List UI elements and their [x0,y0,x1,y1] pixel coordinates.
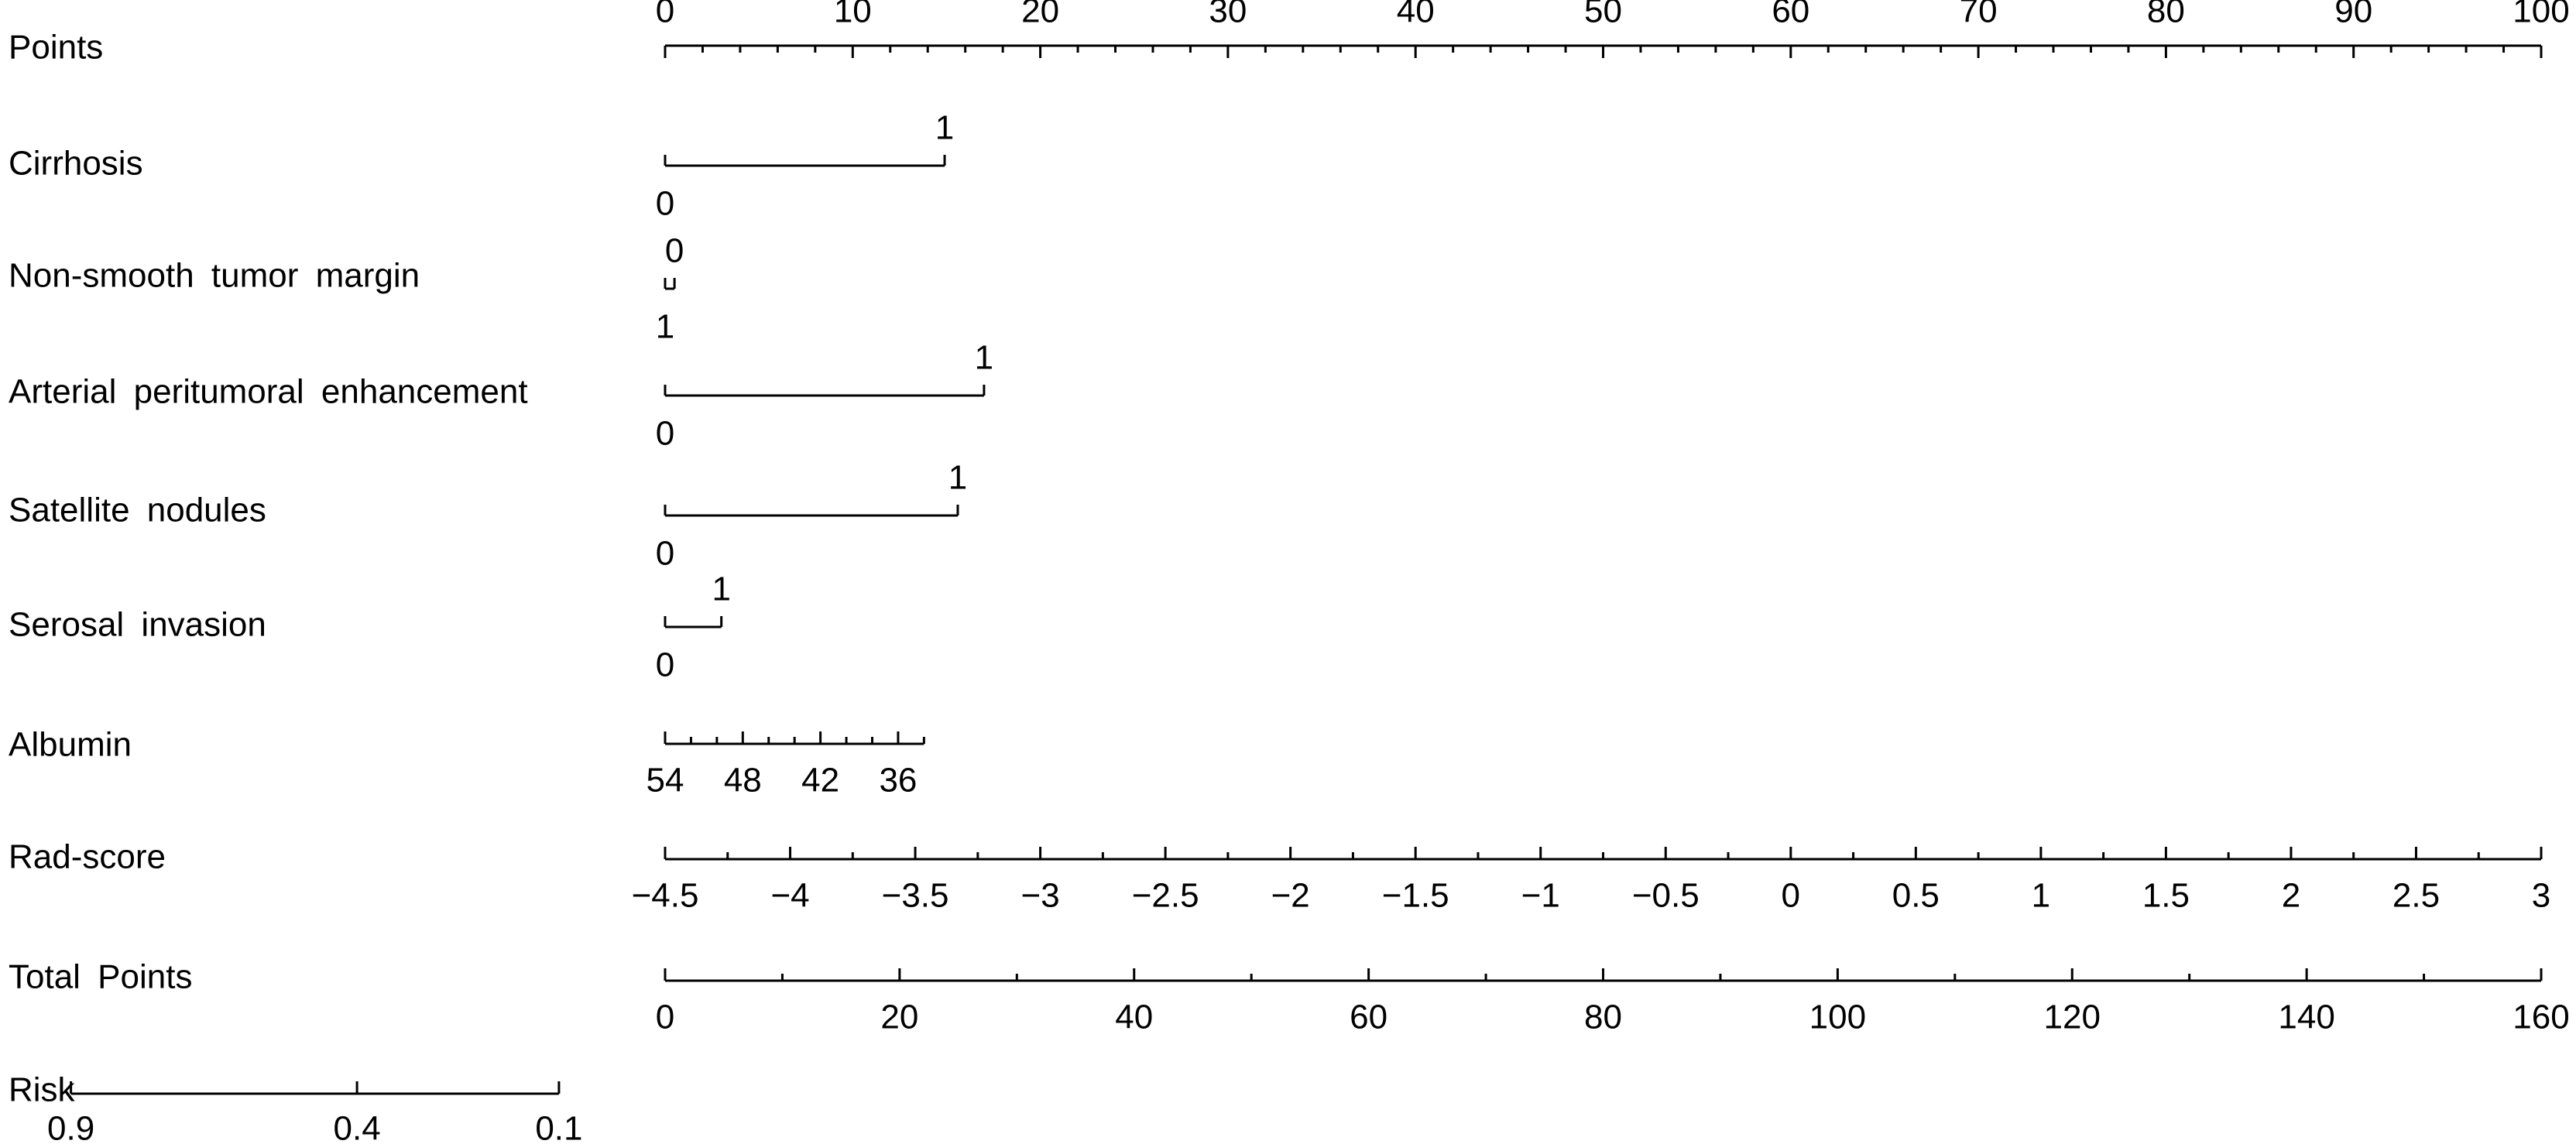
row-label: Albumin [9,726,132,764]
tick-label: 140 [2278,998,2334,1036]
tick-label: 0 [656,998,674,1036]
level-label: 0 [656,646,674,684]
tick-label: 70 [1960,0,1998,30]
tick-label: 40 [1115,998,1153,1036]
tick-label: −4.5 [632,877,699,915]
row-label: Risk [9,1071,76,1109]
tick-label: 10 [834,0,872,30]
level-label: 1 [656,308,674,346]
row-label: Cirrhosis [9,145,143,183]
tick-label: 3 [2532,877,2550,915]
tick-label: 0 [1782,877,1800,915]
tick-label: −2.5 [1132,877,1199,915]
tick-label: −0.5 [1632,877,1700,915]
tick-label: 1 [2032,877,2050,915]
tick-label: 160 [2513,998,2569,1036]
level-label: 1 [935,109,954,147]
tick-label: 60 [1772,0,1809,30]
tick-label: 0.9 [47,1110,94,1144]
row-label: Satellite nodules [9,492,266,529]
tick-label: −3.5 [882,877,949,915]
row-label: Arterial peritumoral enhancement [9,373,528,411]
tick-label: 80 [2147,0,2185,30]
level-label: 0 [656,185,674,223]
tick-label: 20 [1021,0,1059,30]
tick-label: 60 [1350,998,1387,1036]
row-label: Points [9,29,103,67]
tick-label: 0.5 [1892,877,1940,915]
tick-label: 100 [2513,0,2569,30]
tick-label: 0 [656,0,674,30]
row-label: Non-smooth tumor margin [9,257,420,295]
row-label: Rad-score [9,838,166,876]
level-label: 1 [712,570,730,608]
tick-label: 80 [1584,998,1622,1036]
tick-label: 1.5 [2142,877,2190,915]
tick-label: 120 [2044,998,2101,1036]
tick-label: −4 [770,877,809,915]
tick-label: −2 [1271,877,1310,915]
level-label: 0 [656,415,674,453]
tick-label: 90 [2334,0,2372,30]
tick-label: −3 [1021,877,1060,915]
tick-label: 2 [2282,877,2300,915]
tick-label: 100 [1809,998,1866,1036]
tick-label: 2.5 [2392,877,2440,915]
tick-label: 54 [647,762,684,800]
tick-label: 0.1 [535,1110,582,1144]
row-label: Total Points [9,958,192,996]
tick-label: 20 [880,998,918,1036]
level-label: 0 [656,535,674,573]
level-label: 1 [948,459,967,497]
row-label: Serosal invasion [9,606,266,644]
tick-label: −1 [1521,877,1560,915]
tick-label: 48 [724,762,762,800]
tick-label: 50 [1584,0,1622,30]
tick-label: 0.4 [334,1110,381,1144]
level-label: 1 [975,339,993,377]
tick-label: 40 [1397,0,1435,30]
tick-label: 30 [1209,0,1247,30]
tick-label: 36 [879,762,917,800]
tick-label: 42 [801,762,839,800]
level-label: 0 [665,232,684,270]
tick-label: −1.5 [1382,877,1449,915]
